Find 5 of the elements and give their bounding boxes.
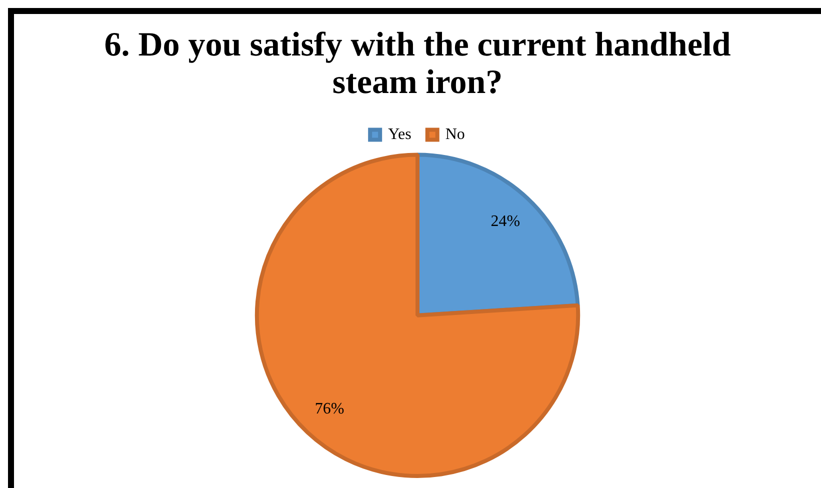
legend-label: Yes bbox=[388, 126, 412, 144]
chart-title: 6. Do you satisfy with the current handheld steam iron? bbox=[104, 26, 731, 101]
data-label: 24% bbox=[490, 212, 520, 230]
legend-label: No bbox=[445, 126, 465, 144]
data-label: 76% bbox=[314, 400, 344, 418]
